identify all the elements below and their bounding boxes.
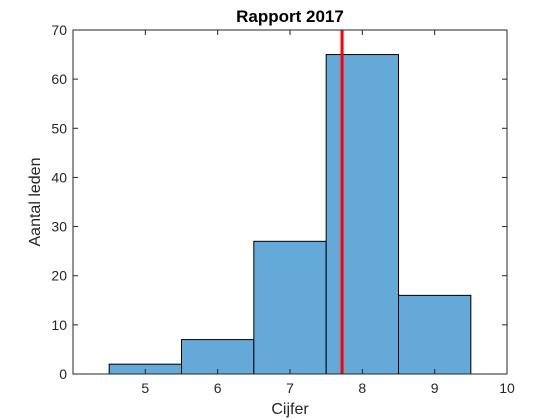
y-axis-ticks: 0 10 20 30 40 50 60 70 — [51, 22, 507, 382]
histogram-bar — [398, 294, 472, 375]
histogram-bar — [325, 54, 399, 375]
y-tick-label: 30 — [51, 219, 67, 235]
y-tick-label: 50 — [51, 120, 67, 136]
chart-title: Rapport 2017 — [236, 7, 344, 26]
y-tick-label: 0 — [59, 366, 67, 382]
x-tick-label: 7 — [286, 380, 294, 396]
y-tick-label: 60 — [51, 71, 67, 87]
y-tick-label: 20 — [51, 268, 67, 284]
x-axis-ticks: 5 6 7 8 9 10 — [141, 30, 515, 396]
y-axis-label: Aantal leden — [27, 158, 44, 247]
histogram-bar — [181, 339, 255, 375]
x-tick-label: 6 — [214, 380, 222, 396]
y-tick-label: 40 — [51, 169, 67, 185]
x-axis-label: Cijfer — [271, 401, 309, 418]
x-tick-label: 10 — [499, 380, 515, 396]
x-tick-label: 5 — [141, 380, 149, 396]
x-tick-label: 8 — [358, 380, 366, 396]
y-tick-label: 10 — [51, 317, 67, 333]
bars-group — [108, 54, 472, 375]
y-tick-label: 70 — [51, 22, 67, 38]
x-tick-label: 9 — [431, 380, 439, 396]
histogram-bar — [253, 240, 327, 375]
